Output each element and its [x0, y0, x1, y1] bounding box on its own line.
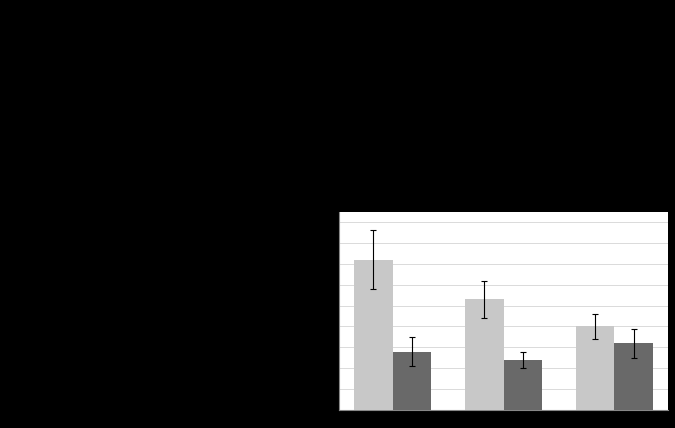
Legend: Control, mTOR: Control, mTOR [673, 271, 675, 299]
Bar [576, 327, 614, 410]
Bar [354, 260, 393, 410]
Bar [393, 351, 431, 410]
Bar [504, 360, 543, 410]
Y-axis label: Percentage of each cell types among cells in CNV: Percentage of each cell types among cell… [308, 201, 317, 410]
Bar [614, 343, 653, 410]
Bar [464, 299, 504, 410]
